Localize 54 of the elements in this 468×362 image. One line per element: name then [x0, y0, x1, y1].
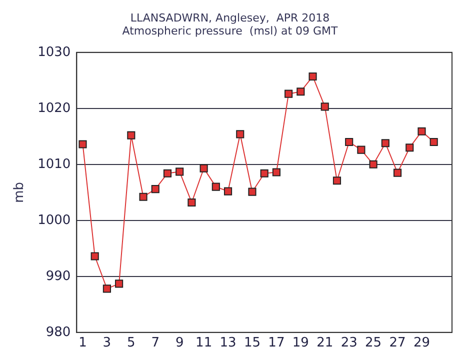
point — [357, 146, 366, 154]
point — [332, 176, 342, 185]
point — [188, 198, 196, 207]
point — [102, 284, 111, 293]
point — [151, 185, 160, 194]
point — [284, 90, 293, 98]
x-tick-label: 5 — [127, 336, 136, 351]
point — [272, 168, 280, 176]
x-tick-label: 11 — [196, 336, 212, 351]
x-tick-label: 21 — [316, 336, 334, 351]
point — [260, 169, 268, 178]
y-tick-label: 1030 — [38, 44, 71, 60]
x-tick-label: 25 — [365, 336, 382, 351]
x-tick-label: 19 — [292, 336, 309, 351]
x-tick-label: 15 — [244, 336, 261, 351]
point — [430, 138, 438, 146]
x-tick-label: 13 — [220, 336, 236, 351]
point — [127, 131, 136, 140]
point — [90, 252, 99, 260]
point — [139, 192, 148, 201]
point — [224, 187, 232, 196]
y-tick-label: 1010 — [38, 156, 71, 172]
point — [320, 102, 329, 111]
point — [212, 182, 220, 191]
x-tick-label: 17 — [268, 336, 285, 351]
y-tick-label: 1020 — [38, 100, 71, 116]
x-tick-label: 9 — [175, 336, 184, 351]
point — [418, 127, 426, 136]
point — [296, 88, 305, 96]
chart-title: LLANSADWRN, Anglesey, APR 2018 — [130, 11, 330, 24]
y-tick-label: 1000 — [38, 212, 71, 228]
point — [381, 139, 390, 148]
x-tick-label: 1 — [78, 336, 87, 351]
point — [308, 72, 317, 81]
x-tick-label: 23 — [340, 336, 358, 351]
x-tick-label: 3 — [102, 336, 112, 351]
point — [115, 280, 124, 288]
x-tick-label: 27 — [389, 336, 406, 351]
point — [345, 138, 354, 146]
point — [200, 164, 208, 172]
point — [163, 169, 172, 178]
point — [393, 168, 402, 177]
x-tick-label: 29 — [413, 336, 430, 351]
chart-subtitle: Atmospheric pressure (msl) at 09 GMT — [122, 24, 338, 38]
point — [406, 144, 414, 152]
y-tick-label: 990 — [46, 268, 71, 284]
y-tick-label: 980 — [46, 324, 71, 340]
point — [369, 160, 378, 168]
point — [78, 140, 87, 148]
point — [248, 188, 256, 196]
point — [236, 130, 244, 138]
point — [176, 168, 184, 176]
y-axis-title: mb — [12, 182, 28, 203]
x-tick-label: 7 — [151, 336, 160, 351]
